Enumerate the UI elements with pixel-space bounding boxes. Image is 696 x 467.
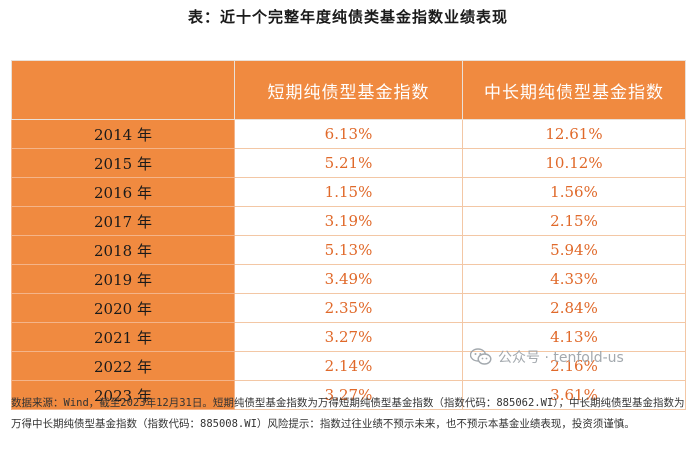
watermark: 公众号 · tenfold-us <box>470 346 624 368</box>
year-cell: 2016 年 <box>11 177 235 207</box>
year-cell: 2023 年 <box>11 380 235 410</box>
mid-long-term-value: 2.84% <box>462 293 686 323</box>
source-note: 数据来源：Wind，截至2023年12月31日。短期纯债型基金指数为万得短期纯债… <box>11 397 685 430</box>
mid-long-term-value: 2.15% <box>462 206 686 236</box>
header-short-term: 短期纯债型基金指数 <box>234 60 463 120</box>
table-row: 2022 年 2.14% 2.16% <box>11 351 686 381</box>
short-term-value: 3.27% <box>234 322 463 352</box>
mid-long-term-value: 10.12% <box>462 148 686 178</box>
year-cell: 2019 年 <box>11 264 235 294</box>
short-term-value: 6.13% <box>234 119 463 149</box>
year-cell: 2014 年 <box>11 119 235 149</box>
watermark-text: 公众号 · tenfold-us <box>498 350 624 366</box>
table-row: 2015 年 5.21% 10.12% <box>11 148 686 178</box>
table-row: 2017 年 3.19% 2.15% <box>11 206 686 236</box>
short-term-value: 5.13% <box>234 235 463 265</box>
table-row: 2023 年 3.27% 3.61% <box>11 380 686 410</box>
mid-long-term-value: 3.61% <box>462 380 686 410</box>
mid-long-term-value: 12.61% <box>462 119 686 149</box>
year-cell: 2020 年 <box>11 293 235 323</box>
page-title: 表：近十个完整年度纯债类基金指数业绩表现 <box>187 8 508 26</box>
header-mid-long-term: 中长期纯债型基金指数 <box>462 60 686 120</box>
table-row: 2019 年 3.49% 4.33% <box>11 264 686 294</box>
short-term-value: 3.49% <box>234 264 463 294</box>
table-row: 2020 年 2.35% 2.84% <box>11 293 686 323</box>
performance-table: 短期纯债型基金指数 中长期纯债型基金指数 2014 年 6.13% 12.61%… <box>11 60 686 410</box>
table-row: 2014 年 6.13% 12.61% <box>11 119 686 149</box>
short-term-value: 3.19% <box>234 206 463 236</box>
wechat-icon <box>470 348 492 365</box>
table-row: 2018 年 5.13% 5.94% <box>11 235 686 265</box>
mid-long-term-value: 5.94% <box>462 235 686 265</box>
mid-long-term-value: 1.56% <box>462 177 686 207</box>
year-cell: 2017 年 <box>11 206 235 236</box>
mid-long-term-value: 2.16% <box>462 351 686 381</box>
short-term-value: 1.15% <box>234 177 463 207</box>
short-term-value: 5.21% <box>234 148 463 178</box>
short-term-value: 2.35% <box>234 293 463 323</box>
year-cell: 2021 年 <box>11 322 235 352</box>
mid-long-term-value: 4.13% <box>462 322 686 352</box>
short-term-value: 2.14% <box>234 351 463 381</box>
year-cell: 2022 年 <box>11 351 235 381</box>
header-corner <box>11 60 235 120</box>
table-header-row: 短期纯债型基金指数 中长期纯债型基金指数 <box>11 60 686 120</box>
table-row: 2021 年 3.27% 4.13% <box>11 322 686 352</box>
mid-long-term-value: 4.33% <box>462 264 686 294</box>
table-row: 2016 年 1.15% 1.56% <box>11 177 686 207</box>
year-cell: 2015 年 <box>11 148 235 178</box>
year-cell: 2018 年 <box>11 235 235 265</box>
